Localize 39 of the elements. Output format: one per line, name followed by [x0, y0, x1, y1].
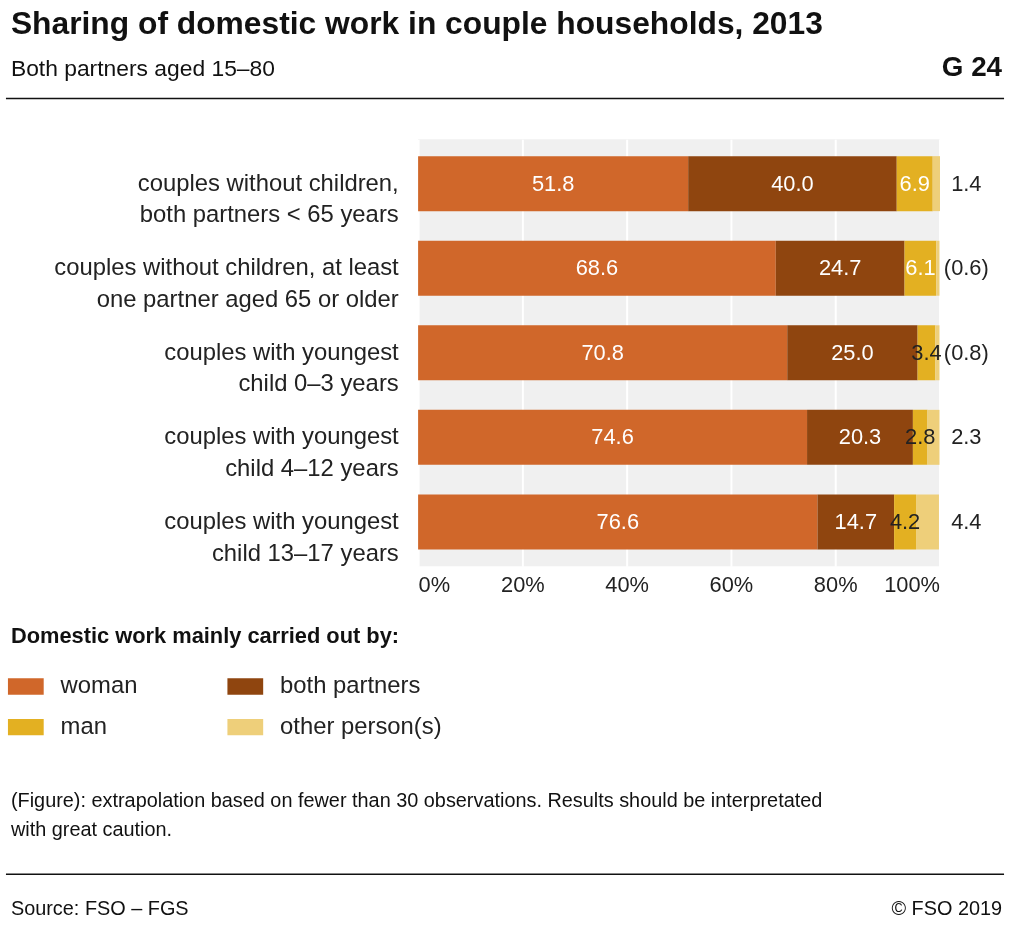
text: G 24: [941, 50, 1003, 82]
x-tick-label: 40%: [605, 571, 649, 597]
data-label: 6.1: [905, 255, 936, 281]
x-tick-label: 20%: [501, 571, 545, 597]
data-label: 14.7: [834, 508, 878, 534]
data-label: 6.9: [899, 170, 930, 196]
data-label: 74.6: [591, 424, 634, 450]
text: Both partners aged 15–80: [10, 54, 275, 81]
data-label: 51.8: [531, 170, 575, 196]
data-label: 70.8: [581, 339, 624, 365]
x-tick-label: 80%: [813, 571, 858, 597]
data-label: 68.6: [575, 255, 619, 281]
y-tick-label: couples with youngest child 13–17 years: [164, 506, 400, 566]
data-label: 25.0: [831, 339, 874, 365]
legend-label: man: [60, 712, 107, 740]
y-tick-label: couples with youngest child 0–3 years: [164, 337, 400, 397]
y-tick-label: couples without children, both partners < 65 years: [137, 168, 399, 228]
legend-label: other person(s): [280, 712, 442, 740]
data-label: 20.3: [838, 424, 882, 450]
legend-label: both partners: [280, 671, 421, 699]
y-tick-label: couples without children, at least one partner aged 65 or older: [54, 253, 400, 312]
data-label: 1.4: [951, 170, 982, 196]
data-label: (0.6): [943, 255, 989, 281]
legend-title: Domestic work mainly carried out by:: [10, 622, 400, 648]
x-tick-label: 0%: [418, 571, 451, 597]
y-tick-label: couples with youngest child 4–12 years: [164, 422, 400, 482]
data-label: 24.7: [818, 255, 862, 281]
data-label: (0.8): [943, 339, 989, 365]
data-label: 40.0: [771, 170, 814, 196]
x-tick-label: 100%: [884, 571, 940, 597]
data-label: 4.4: [951, 508, 982, 534]
source-note: Source: FSO – FGS: [10, 896, 189, 919]
chart-title: Sharing of domestic work in couple households, 2013: [10, 4, 823, 41]
data-label: 76.6: [596, 508, 640, 534]
text: © FSO 2019: [891, 896, 1003, 919]
x-tick-label: 60%: [709, 571, 754, 597]
data-label: 2.3: [951, 424, 982, 450]
text: (Figure): extrapolation based on fewer than 30 observations. Results should be interpretated with great caution.: [9, 788, 823, 841]
legend-label: woman: [59, 671, 138, 699]
